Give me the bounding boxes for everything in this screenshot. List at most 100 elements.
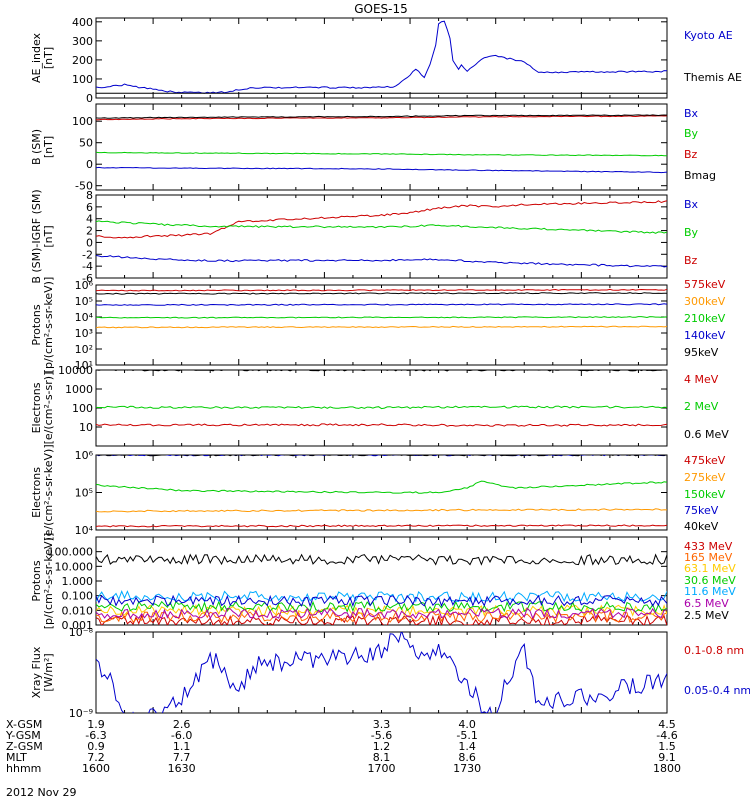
series-line-300kev bbox=[96, 325, 667, 329]
y-tick-label: 10¹ bbox=[75, 359, 93, 372]
x-axis-value: 1.4 bbox=[458, 740, 476, 753]
series-line-95kev bbox=[96, 292, 667, 295]
x-axis-value: 1600 bbox=[82, 762, 110, 775]
y-axis-label: AE_index[nT] bbox=[30, 32, 55, 83]
x-axis-value: 1630 bbox=[168, 762, 196, 775]
series-line-by bbox=[96, 220, 667, 234]
y-axis-label: B (SM)-IGRF (SM)[nT] bbox=[30, 189, 55, 283]
panel-bsm: -50 0 50 100 B (SM)[nT] Bx By Bz Bmag bbox=[30, 103, 716, 193]
legend-label: 0.6 MeV bbox=[684, 428, 729, 441]
x-axis-value: -5.6 bbox=[371, 729, 392, 742]
y-tick-label: 4 bbox=[86, 213, 93, 226]
series-line-165-mev bbox=[96, 610, 667, 624]
y-axis-label-line: Electrons bbox=[30, 467, 43, 518]
y-tick-label: 100.000 bbox=[48, 546, 94, 559]
y-tick-label: 10⁴ bbox=[75, 524, 94, 537]
y-tick-label: 100 bbox=[72, 115, 93, 128]
panel-xray: 10⁻⁹ 10⁻⁸ Xray Flux[W/m²] 0.1-0.8 nm 0.05-0.… bbox=[30, 626, 750, 720]
y-axis-label: Protons[p/(cm²-s-sr-keV)] bbox=[30, 533, 55, 630]
y-axis-label-line: [nT] bbox=[42, 136, 55, 158]
legend-label: 2.5 MeV bbox=[684, 609, 729, 622]
series-line-by bbox=[96, 151, 667, 157]
series-line-150kev bbox=[96, 480, 667, 494]
y-tick-label: 0 bbox=[86, 92, 93, 105]
series-line-bz bbox=[96, 254, 667, 268]
x-axis-value: 9.1 bbox=[658, 751, 676, 764]
series-line-2-5-mev bbox=[96, 553, 667, 566]
y-tick-label: 0.100 bbox=[62, 590, 94, 603]
y-tick-label: -4 bbox=[82, 260, 93, 273]
series-line-4-mev bbox=[96, 423, 667, 427]
y-tick-label: 1000 bbox=[65, 383, 93, 396]
x-axis-value: 4.5 bbox=[658, 718, 676, 731]
x-axis-value: 4.0 bbox=[458, 718, 476, 731]
x-axis-value: 7.7 bbox=[173, 751, 191, 764]
y-tick-label: 10² bbox=[75, 343, 93, 356]
y-axis-label-line: [nT] bbox=[42, 47, 55, 69]
x-axis-value: 1800 bbox=[653, 762, 681, 775]
y-axis-label-line: [p/(cm²-s-sr-keV)] bbox=[42, 533, 55, 630]
legend-label: 2 MeV bbox=[684, 400, 719, 413]
y-axis-label-line: [p/(cm²-s-sr-keV)] bbox=[42, 277, 55, 374]
legend-label: 150keV bbox=[684, 488, 726, 501]
x-axis-row-label: hhmm bbox=[6, 762, 41, 775]
y-tick-label: 10⁶ bbox=[75, 279, 94, 292]
panel-ae: 0 100 200 300 400 AE_index[nT] Kyoto AE Themis … bbox=[30, 16, 742, 105]
date-label: 2012 Nov 29 bbox=[6, 786, 76, 799]
legend-label: Kyoto AE bbox=[684, 29, 733, 42]
series-line-210kev bbox=[96, 316, 667, 319]
x-axis-value: -6.0 bbox=[171, 729, 192, 742]
y-tick-label: 0 bbox=[86, 158, 93, 171]
y-axis-label-line: Protons bbox=[30, 560, 43, 601]
y-tick-label: 0 bbox=[86, 236, 93, 249]
series-line-40kev bbox=[96, 455, 667, 457]
x-axis-row-label: Y-GSM bbox=[5, 729, 41, 742]
legend-label: 0.05-0.4 nm bbox=[684, 684, 750, 697]
y-axis-label-line: [e/(cm²-s-sr)] bbox=[42, 372, 55, 445]
legend-label: Bmag bbox=[684, 169, 716, 182]
x-axis-value: -5.1 bbox=[456, 729, 477, 742]
y-axis-label-line: Protons bbox=[30, 304, 43, 345]
y-axis-label-line: AE_index bbox=[30, 32, 43, 83]
legend-label: 4 MeV bbox=[684, 373, 719, 386]
y-tick-label: 0.010 bbox=[62, 604, 94, 617]
legend-label: 210keV bbox=[684, 312, 726, 325]
legend-label: 40keV bbox=[684, 520, 719, 533]
legend-label: 275keV bbox=[684, 471, 726, 484]
legend-label: 30.6 MeV bbox=[684, 574, 736, 587]
series-line-11-6-mev bbox=[96, 590, 667, 603]
panel-protons_low: 10¹ 10² 10³ 10⁴ 10⁵ 10⁶ Protons[p/(cm²-s-sr-ke… bbox=[30, 277, 726, 374]
y-axis-label-line: B (SM)-IGRF (SM) bbox=[30, 189, 43, 283]
legend-label: 475keV bbox=[684, 454, 726, 467]
legend-label: Bz bbox=[684, 254, 698, 267]
legend-label: By bbox=[684, 127, 699, 140]
series-line-bmag bbox=[96, 114, 667, 119]
y-axis-label: Xray Flux[W/m²] bbox=[30, 646, 55, 698]
y-tick-label: 1.000 bbox=[62, 575, 94, 588]
x-axis-value: 7.2 bbox=[87, 751, 105, 764]
y-axis-label: B (SM)[nT] bbox=[30, 129, 55, 165]
x-axis-value: 1.2 bbox=[373, 740, 391, 753]
series-line-475kev bbox=[96, 524, 667, 528]
series-line-2-mev bbox=[96, 405, 667, 410]
y-tick-label: 0.001 bbox=[62, 619, 94, 632]
y-tick-label: 10⁵ bbox=[75, 487, 93, 500]
x-axis-value: 1.9 bbox=[87, 718, 105, 731]
y-tick-label: 100 bbox=[72, 73, 93, 86]
y-tick-label: 300 bbox=[72, 35, 93, 48]
x-axis-value: 3.3 bbox=[373, 718, 391, 731]
y-tick-label: 10⁶ bbox=[75, 449, 94, 462]
x-axis-row-label: X-GSM bbox=[6, 718, 42, 731]
panel-electrons_kev: 10⁴ 10⁵ 10⁶ Electrons[e/(cm²-s-sr-keV)] 475k… bbox=[30, 444, 726, 540]
series-line-433-mev bbox=[96, 614, 667, 625]
series-line-kyoto-ae bbox=[96, 20, 667, 94]
panel-frame bbox=[95, 631, 668, 714]
legend-label: 0.1-0.8 nm bbox=[684, 644, 744, 657]
x-axis-value: 0.9 bbox=[87, 740, 105, 753]
x-axis-value: 1.1 bbox=[173, 740, 191, 753]
legend-label: 6.5 MeV bbox=[684, 597, 729, 610]
y-tick-label: 10⁻⁸ bbox=[69, 626, 94, 639]
